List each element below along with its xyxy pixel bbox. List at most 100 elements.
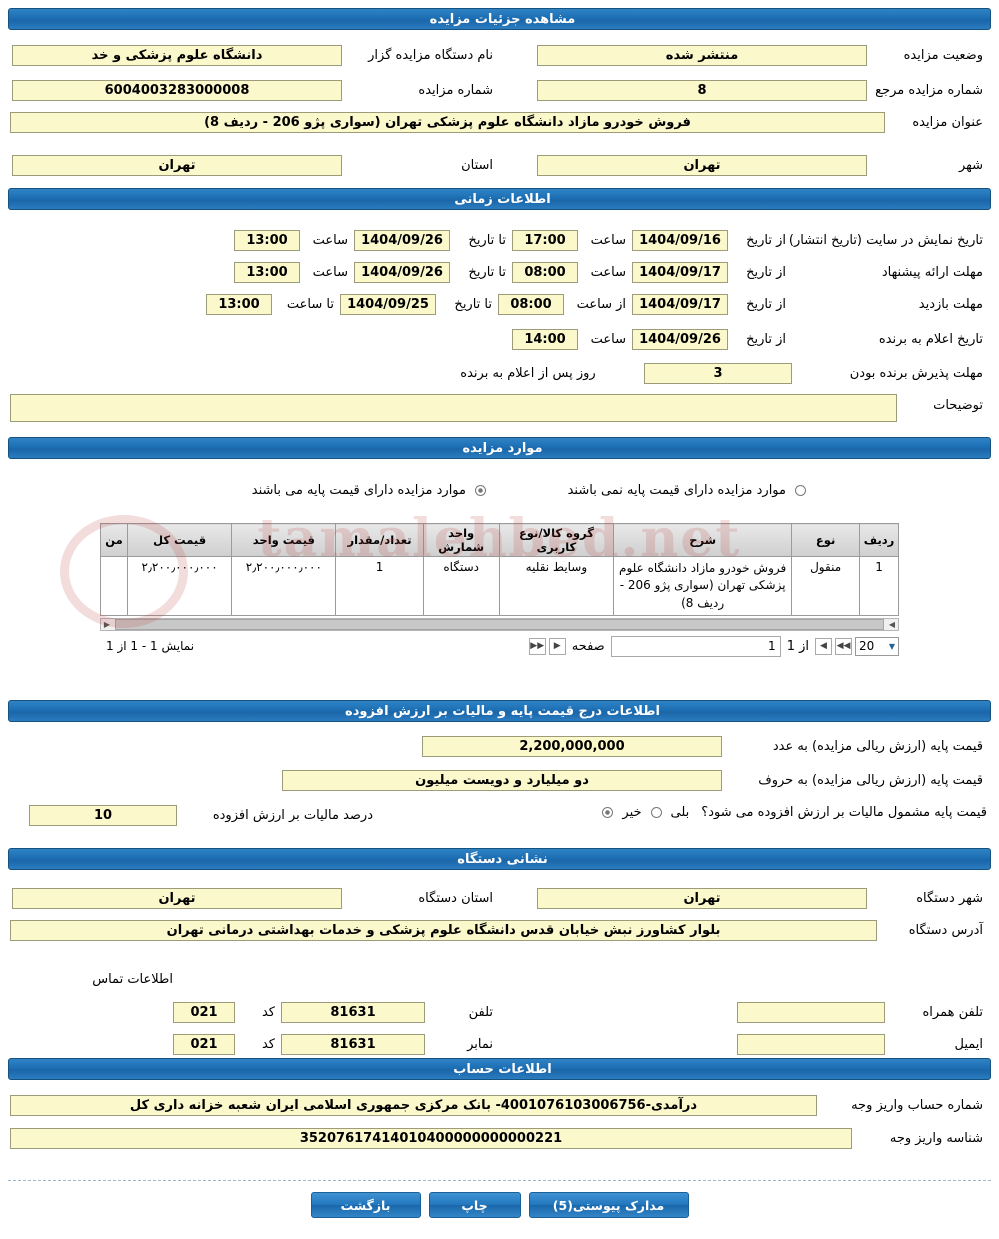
field-offer-to[interactable]: 1404/09/26 [354, 262, 450, 283]
field-base-price[interactable]: 2,200,000,000 [422, 736, 722, 757]
cell-group: وسایط نقلیه [498, 555, 615, 617]
label-mobile: تلفن همراه [922, 1005, 984, 1020]
label-tax-yes: بلی [670, 805, 690, 820]
label-device-address: آدرس دستگاه [908, 923, 983, 938]
field-city[interactable]: تهران [537, 155, 867, 176]
page-input[interactable]: 1 [610, 635, 781, 657]
label-visit-to: تا تاریخ [454, 297, 492, 312]
radio-tax-no[interactable] [602, 807, 614, 818]
field-mobile[interactable] [737, 1002, 885, 1023]
cell-count: 1 [335, 555, 424, 617]
field-fax[interactable]: 81631 [281, 1034, 425, 1055]
cell-radif: 1 [859, 555, 899, 617]
items-table: ردیف نوع شرح گروه کالا/نوع کاربری واحد ش… [100, 523, 899, 617]
label-visit-hour: از ساعت [576, 297, 626, 312]
radio-tax-yes[interactable] [650, 807, 662, 818]
field-phone-code[interactable]: 021 [173, 1002, 235, 1023]
table-horizontal-scrollbar[interactable]: ◀ ▶ [100, 618, 899, 632]
section-header-account: اطلاعات حساب [8, 1058, 991, 1080]
section-header-address: نشانی دستگاه [8, 848, 991, 870]
field-device-province[interactable]: تهران [12, 888, 342, 909]
print-button[interactable]: چاپ [428, 1192, 521, 1218]
field-tax-percent[interactable]: 10 [29, 805, 177, 826]
label-publish-date: تاریخ نمایش در سایت (تاریخ انتشار) [788, 233, 983, 248]
watermark-circle [60, 515, 188, 628]
label-tax-question: قیمت پایه مشمول مالیات بر ارزش افزوده می… [701, 805, 987, 820]
field-publish-to-hour[interactable]: 13:00 [234, 230, 300, 251]
label-device-province: استان دستگاه [418, 891, 493, 906]
label-account-number: شماره حساب واریز وجه [851, 1098, 983, 1113]
label-deposit-id: شناسه واریز وجه [889, 1131, 983, 1146]
label-winner-hour: ساعت [590, 332, 626, 347]
section-header-items: موارد مزایده [8, 437, 991, 459]
label-email: ایمیل [954, 1037, 983, 1052]
cell-unit: دستگاه [422, 555, 500, 617]
page-of-label: از 1 [786, 638, 809, 654]
footer-separator [8, 1180, 991, 1181]
col-radif: ردیف [859, 523, 899, 557]
field-visit-to-hour[interactable]: 13:00 [206, 294, 272, 315]
table-row[interactable]: 1 منقول فروش خودرو مازاد دانشگاه علوم پز… [100, 555, 899, 617]
back-button[interactable]: بازگشت [310, 1192, 421, 1218]
field-phone[interactable]: 81631 [281, 1002, 425, 1023]
col-noe: نوع [791, 523, 861, 557]
label-description: توضیحات [933, 398, 983, 413]
field-offer-from[interactable]: 1404/09/17 [632, 262, 728, 283]
col-count: تعداد/مقدار [335, 523, 424, 557]
field-offer-to-hour[interactable]: 13:00 [234, 262, 300, 283]
table-header-row: ردیف نوع شرح گروه کالا/نوع کاربری واحد ش… [100, 523, 899, 557]
radio-without-base-price[interactable] [795, 485, 806, 496]
field-email[interactable] [737, 1034, 885, 1055]
pager-count: نمایش 1 - 1 از 1 [106, 639, 195, 654]
field-ref-number[interactable]: 8 [537, 80, 867, 101]
label-with-base-price: موارد مزایده دارای قیمت پایه می باشند [251, 483, 466, 498]
field-offer-hour[interactable]: 08:00 [512, 262, 578, 283]
label-contact-info: اطلاعات تماس [92, 972, 173, 987]
field-organization[interactable]: دانشگاه علوم پزشکی و خد [12, 45, 342, 66]
radio-with-base-price[interactable] [475, 485, 486, 496]
col-unit-price: قیمت واحد [231, 523, 337, 557]
pager-first[interactable]: ▶▶ [528, 637, 546, 655]
label-phone-code: کد [261, 1005, 275, 1020]
field-publish-to[interactable]: 1404/09/26 [354, 230, 450, 251]
label-publish-to: تا تاریخ [468, 233, 506, 248]
field-visit-to[interactable]: 1404/09/25 [340, 294, 436, 315]
label-device-city: شهر دستگاه [916, 891, 983, 906]
pager-last[interactable]: ◀◀ [835, 637, 852, 655]
section-header-time: اطلاعات زمانی [8, 188, 991, 210]
field-status[interactable]: منتشر شده [537, 45, 867, 66]
cell-sharh: فروش خودرو مازاد دانشگاه علوم پزشکی تهرا… [613, 555, 793, 617]
field-winner-from[interactable]: 1404/09/26 [632, 329, 728, 350]
field-description[interactable] [10, 394, 897, 422]
section-header-details: مشاهده جزئیات مزایده [8, 8, 991, 30]
scroll-thumb[interactable] [115, 619, 884, 631]
field-auction-title[interactable]: فروش خودرو مازاد دانشگاه علوم پزشکی تهرا… [10, 112, 885, 133]
field-account-number[interactable]: درآمدی-4001076103006756- بانک مرکزی جمهو… [10, 1095, 817, 1116]
field-auction-number[interactable]: 6004003283000008 [12, 80, 342, 101]
field-visit-from[interactable]: 1404/09/17 [632, 294, 728, 315]
page-size-select[interactable]: ▼ 20 [855, 636, 899, 656]
field-winner-hour[interactable]: 14:00 [512, 329, 578, 350]
field-publish-hour[interactable]: 17:00 [512, 230, 578, 251]
col-sharh: شرح [613, 523, 793, 557]
scroll-right-arrow[interactable]: ◀ [888, 620, 896, 630]
field-device-city[interactable]: تهران [537, 888, 867, 909]
field-publish-from[interactable]: 1404/09/16 [632, 230, 728, 251]
label-accept-suffix: روز پس از اعلام به برنده [460, 366, 596, 381]
field-fax-code[interactable]: 021 [173, 1034, 235, 1055]
field-visit-hour[interactable]: 08:00 [498, 294, 564, 315]
attachments-button[interactable]: مدارک پیوستی(5) [528, 1192, 689, 1218]
pager-next[interactable]: ◀ [815, 637, 832, 655]
items-table-wrapper: ردیف نوع شرح گروه کالا/نوع کاربری واحد ش… [100, 523, 899, 657]
field-deposit-id[interactable]: 35207617414010400000000000221 [10, 1128, 852, 1149]
label-offer-from: از تاریخ [746, 265, 786, 280]
field-accept-days[interactable]: 3 [644, 363, 792, 384]
field-device-address[interactable]: بلوار کشاورز نبش خیابان قدس دانشگاه علوم… [10, 920, 877, 941]
field-base-price-words[interactable]: دو میلیارد و دویست میلیون [282, 770, 722, 791]
label-visit-to-hour: تا ساعت [286, 297, 334, 312]
field-province[interactable]: تهران [12, 155, 342, 176]
label-base-price-words: قیمت پایه (ارزش ریالی مزایده) به حروف [758, 773, 983, 788]
label-without-base-price: موارد مزایده دارای قیمت پایه نمی باشند [567, 483, 786, 498]
pager-prev[interactable]: ▶ [548, 637, 566, 655]
label-publish-to-hour: ساعت [312, 233, 348, 248]
